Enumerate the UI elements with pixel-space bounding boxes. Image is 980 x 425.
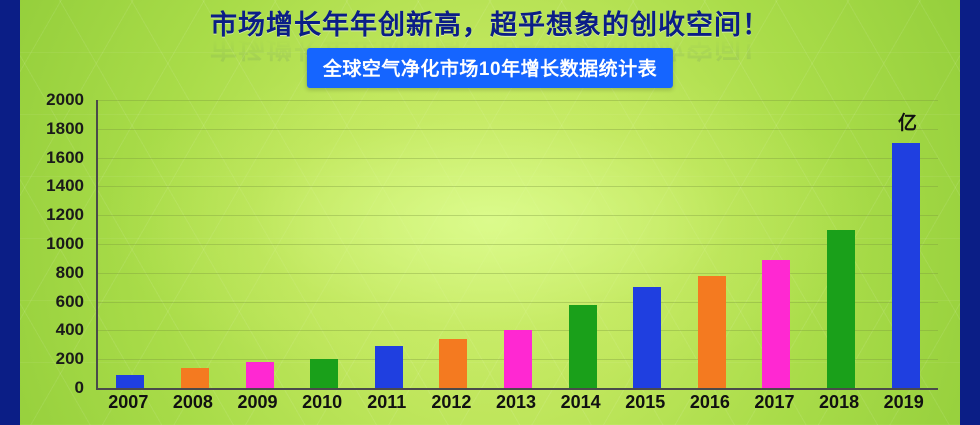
bar xyxy=(503,330,532,388)
y-tick-label: 1400 xyxy=(46,176,84,196)
bar xyxy=(374,346,403,388)
x-tick-label: 2009 xyxy=(237,392,278,412)
y-tick-label: 0 xyxy=(74,378,84,397)
y-tick-label: 2000 xyxy=(46,90,84,109)
x-tick-label: 2017 xyxy=(754,392,795,412)
x-tick-label: 2013 xyxy=(495,392,537,412)
x-tick-label: 2015 xyxy=(625,392,666,412)
bar-column xyxy=(615,100,680,388)
bar-series xyxy=(98,100,938,388)
gridline xyxy=(98,128,938,130)
bar-column xyxy=(163,100,228,388)
bar xyxy=(697,276,726,388)
gridline xyxy=(98,100,938,101)
bar xyxy=(891,143,920,388)
bar-column xyxy=(292,100,357,388)
y-tick-label: 1200 xyxy=(46,205,84,225)
x-tick-label: 2014 xyxy=(560,392,601,412)
x-tick-label: 2010 xyxy=(302,392,343,412)
x-tick-label: 2007 xyxy=(108,392,149,412)
left-frame-band xyxy=(0,0,20,425)
bar-column xyxy=(680,100,745,388)
x-tick-label: 2012 xyxy=(431,392,472,412)
bar-column xyxy=(98,100,163,388)
y-tick-label: 1600 xyxy=(46,147,84,167)
bar xyxy=(762,259,791,388)
y-tick-label: 1000 xyxy=(46,234,84,253)
y-tick-label: 600 xyxy=(55,291,84,311)
y-tick-label: 800 xyxy=(55,262,84,282)
x-tick-label: 2016 xyxy=(689,392,730,412)
bar-column xyxy=(744,100,809,388)
right-frame-band xyxy=(960,0,980,425)
bar xyxy=(827,229,856,388)
bar-column xyxy=(486,100,551,388)
plot-area xyxy=(96,100,938,390)
bar xyxy=(245,362,274,388)
gridline xyxy=(98,244,938,245)
y-tick-label: 1800 xyxy=(46,118,84,138)
bar-column xyxy=(873,100,938,388)
y-tick-label: 200 xyxy=(55,349,84,369)
headline-text: 市场增长年年创新高，超乎想象的创收空间！ xyxy=(210,9,770,40)
bar-column xyxy=(809,100,874,388)
gridline xyxy=(98,301,938,303)
x-tick-label: 2019 xyxy=(883,392,924,412)
bar xyxy=(439,339,468,388)
bar xyxy=(633,287,662,388)
bar-column xyxy=(227,100,292,388)
x-tick-label: 2018 xyxy=(819,392,860,412)
subtitle-banner: 全球空气净化市场10年增长数据统计表 xyxy=(306,48,674,88)
headline: 市场增长年年创新高，超乎想象的创收空间！ 市场增长年年创新高，超乎想象的创收空间… xyxy=(0,0,980,63)
x-tick-label: 2011 xyxy=(367,392,407,412)
gridline xyxy=(98,186,938,188)
bar-column xyxy=(356,100,421,388)
gridline xyxy=(98,215,938,217)
bar xyxy=(180,367,209,388)
y-tick-label: 400 xyxy=(55,320,84,340)
x-tick-label: 2008 xyxy=(172,392,213,412)
bar xyxy=(310,359,339,388)
bar-column xyxy=(550,100,615,388)
bar xyxy=(116,375,145,388)
unit-label: 亿 xyxy=(898,113,918,134)
bar-column xyxy=(421,100,486,388)
x-axis-labels: 2007 2008 2009 2010 2011 2012 2013 2014 2015 2016… xyxy=(96,392,936,422)
bar xyxy=(568,305,597,388)
y-axis-labels: 2000 1800 1600 1400 1200 1000 800 600 400 200 0 xyxy=(0,90,92,397)
gridline xyxy=(98,272,938,274)
gridline xyxy=(98,157,938,159)
